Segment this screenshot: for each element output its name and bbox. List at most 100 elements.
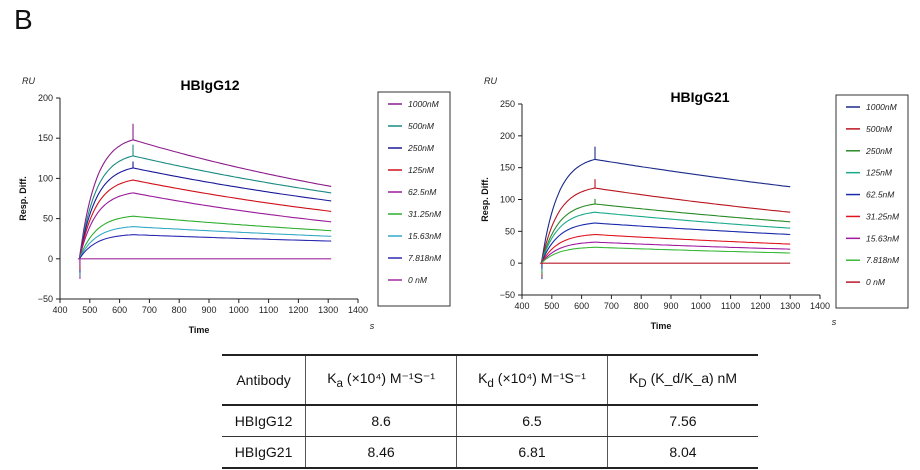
legend-entry: 250nM	[865, 146, 893, 156]
header-rest: (×10⁴) M⁻¹S⁻¹	[493, 370, 586, 387]
x-tick-label: 800	[634, 301, 649, 311]
header-kd: Kd (×10⁴) M⁻¹S⁻¹	[456, 355, 608, 406]
legend-entry: 1000nM	[408, 99, 440, 109]
legend-entry: 7.818nM	[866, 255, 900, 265]
x-tick-label: 800	[172, 305, 187, 315]
x-tick-label: 500	[82, 305, 97, 315]
series-line	[540, 203, 791, 264]
table-header-row: Antibody Ka (×10⁴) M⁻¹S⁻¹ Kd (×10⁴) M⁻¹S…	[222, 355, 758, 406]
series-line	[540, 158, 791, 264]
header-ka: Ka (×10⁴) M⁻¹S⁻¹	[305, 355, 458, 406]
legend-entry: 125nM	[866, 168, 893, 178]
y-unit-label: RU	[22, 76, 35, 86]
series-line	[541, 246, 791, 264]
x-tick-label: 1300	[318, 305, 338, 315]
cell-kD: 8.04	[607, 436, 758, 469]
cell-antibody: HBIgG21	[222, 436, 307, 469]
header-sub: a	[336, 376, 344, 390]
header-main: Antibody	[236, 372, 291, 388]
series-line	[78, 179, 332, 259]
y-tick-label: 250	[500, 99, 515, 109]
y-tick-label: −50	[38, 294, 53, 304]
legend-entry: 500nM	[408, 121, 435, 131]
x-tick-label: 1200	[750, 301, 770, 311]
cell-ka: 8.46	[305, 436, 458, 469]
y-tick-label: 100	[500, 195, 515, 205]
chart-hbigg12: HBIgG12 RU s Time Resp. Diff. −50 0 50 100 150 200…	[18, 76, 451, 335]
y-tick-label: 100	[38, 173, 53, 183]
legend-entry: 62.5nM	[866, 190, 895, 200]
header-antibody: Antibody	[222, 355, 307, 406]
cell-kd: 6.81	[456, 436, 608, 469]
y-tick-label: 50	[43, 214, 53, 224]
y-tick-label: 150	[38, 133, 53, 143]
legend-entry: 31.25nM	[866, 211, 900, 221]
cell-antibody: HBIgG12	[222, 405, 307, 437]
legend-entry: 15.63nM	[866, 233, 900, 243]
x-tick-label: 600	[574, 301, 589, 311]
x-tick-label: 1000	[229, 305, 249, 315]
x-tick-label: 400	[514, 301, 529, 311]
table-row: HBIgG12 8.6 6.5 7.56	[222, 405, 758, 437]
x-tick-label: 1300	[780, 301, 800, 311]
series-line	[78, 139, 332, 259]
series-line	[540, 187, 791, 264]
legend-entry: 7.818nM	[408, 253, 442, 263]
legend-entry: 31.25nM	[408, 209, 442, 219]
x-axis-title: Time	[189, 325, 210, 335]
x-tick-label: 1400	[810, 301, 830, 311]
legend-entry: 15.63nM	[408, 231, 442, 241]
x-tick-label: 400	[52, 305, 67, 315]
x-tick-label: 1100	[721, 301, 740, 311]
y-tick-label: 200	[500, 131, 515, 141]
header-sub: D	[638, 376, 647, 390]
header-rest: (×10⁴) M⁻¹S⁻¹	[343, 370, 435, 387]
legend-box	[835, 94, 909, 309]
series-line	[540, 233, 791, 264]
x-tick-label: 700	[604, 301, 619, 311]
x-unit-label: s	[370, 321, 375, 331]
legend-entry: 0 nM	[408, 275, 428, 285]
x-unit-label: s	[832, 317, 837, 327]
table-row: HBIgG21 8.46 6.81 8.04	[222, 436, 758, 469]
chart-title: HBIgG12	[180, 77, 239, 93]
series-line	[540, 211, 791, 264]
legend-entry: 250nM	[407, 143, 435, 153]
series-line	[78, 226, 332, 260]
y-tick-label: 50	[505, 226, 515, 236]
x-tick-label: 900	[201, 305, 216, 315]
y-tick-label: 200	[38, 93, 53, 103]
header-kD: KD (K_d/K_a) nM	[607, 355, 758, 406]
panel-label: B	[14, 4, 33, 35]
series-line	[78, 167, 332, 259]
y-tick-label: −50	[500, 290, 515, 300]
series-line	[540, 241, 791, 264]
kinetics-table: Antibody Ka (×10⁴) M⁻¹S⁻¹ Kd (×10⁴) M⁻¹S…	[222, 354, 758, 469]
series-line	[78, 192, 332, 259]
y-axis-title: Resp. Diff.	[18, 176, 28, 221]
y-tick-label: 0	[510, 258, 515, 268]
y-tick-label: 0	[48, 254, 53, 264]
x-axis-title: Time	[651, 321, 672, 331]
series-line	[78, 155, 332, 259]
cell-ka: 8.6	[305, 405, 458, 437]
cell-kd: 6.5	[456, 405, 608, 437]
chart-hbigg21: HBIgG21 RU s Time Resp. Diff. −50 0 50 100 150 200…	[480, 76, 909, 331]
legend-entry: 0 nM	[866, 277, 886, 287]
x-tick-label: 1200	[288, 305, 308, 315]
legend-box	[377, 91, 451, 307]
header-sub: d	[487, 376, 494, 390]
cell-kD: 7.56	[607, 405, 758, 437]
chart-title: HBIgG21	[670, 89, 729, 105]
x-tick-label: 600	[112, 305, 127, 315]
x-tick-label: 1000	[691, 301, 711, 311]
header-main: K	[628, 370, 639, 387]
series-line	[78, 234, 332, 260]
series-line	[78, 215, 332, 260]
header-main: K	[327, 370, 337, 387]
legend-entry: 125nM	[408, 165, 435, 175]
x-tick-label: 1400	[348, 305, 368, 315]
y-unit-label: RU	[484, 76, 497, 86]
x-tick-label: 700	[142, 305, 157, 315]
legend-entry: 500nM	[866, 124, 893, 134]
